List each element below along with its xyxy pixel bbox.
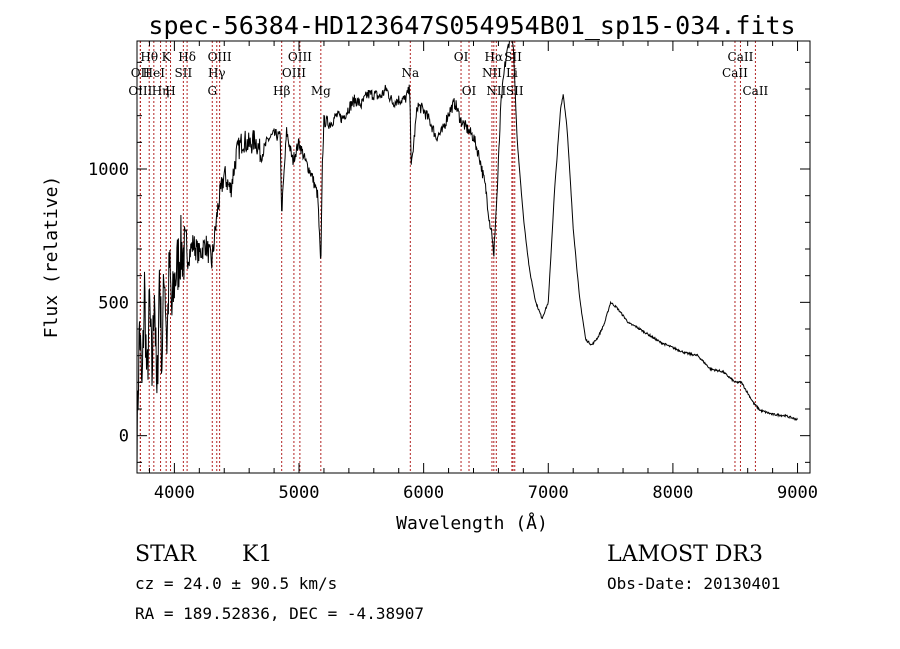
line-label-21: NII <box>482 66 502 80</box>
line-label-20: SII <box>504 50 522 64</box>
line-label-25: CaII <box>728 50 754 64</box>
x-tick-label-1: 5000 <box>279 483 320 503</box>
line-label-19: Hα <box>485 50 504 64</box>
line-label-3: HeI <box>143 66 166 80</box>
line-label-17: OI <box>454 50 469 64</box>
line-label-4: K <box>162 50 172 64</box>
ra-dec: RA = 189.52836, DEC = -4.38907 <box>135 604 424 623</box>
y-axis-label: Flux (relative) <box>41 176 62 339</box>
line-label-14: OIII <box>282 66 306 80</box>
x-tick-label-3: 7000 <box>528 483 569 503</box>
line-label-2: OIII <box>128 84 152 98</box>
line-label-26: CaII <box>722 66 748 80</box>
spectral-line-markers <box>139 41 756 473</box>
line-label-18: OI <box>462 84 477 98</box>
spectrum-line <box>136 40 798 474</box>
line-label-1: Hθ <box>140 50 158 64</box>
x-tick-label-4: 8000 <box>652 483 693 503</box>
x-axis-ticks: 4000 5000 6000 7000 8000 9000 <box>148 41 818 503</box>
line-label-13: OIII <box>288 50 312 64</box>
line-label-10: Hγ <box>208 66 226 80</box>
line-label-23: NII <box>486 84 506 98</box>
observation-date: Obs-Date: 20130401 <box>607 574 780 593</box>
line-label-5: Hη <box>152 84 170 98</box>
x-axis-label: Wavelength (Å) <box>396 512 548 534</box>
redshift-cz: cz = 24.0 ± 90.5 km/s <box>135 574 337 593</box>
x-tick-label-5: 9000 <box>777 483 818 503</box>
chart-title: spec-56384-HD123647S054954B01_sp15-034.f… <box>148 11 795 40</box>
line-label-6: SII <box>175 66 193 80</box>
x-tick-label-2: 6000 <box>403 483 444 503</box>
plot-frame <box>136 40 811 474</box>
line-label-12: Hβ <box>273 84 290 98</box>
survey-name: LAMOST DR3 <box>607 542 763 567</box>
x-tick-label-0: 4000 <box>154 483 195 503</box>
line-label-9: OIII <box>208 50 232 64</box>
line-label-11: G <box>207 84 217 98</box>
y-tick-label-1: 500 <box>98 293 129 313</box>
line-label-0: OII <box>131 66 151 80</box>
y-tick-label-0: 0 <box>119 427 129 447</box>
line-label-15: Mg <box>311 84 331 98</box>
line-label-8: Hδ <box>178 50 196 64</box>
object-subclass: K1 <box>242 542 272 567</box>
object-class: STAR <box>135 542 197 567</box>
y-axis-ticks: 0 500 1000 <box>88 61 810 463</box>
line-label-27: CaII <box>742 84 768 98</box>
line-label-16: Na <box>401 66 419 80</box>
y-tick-label-2: 1000 <box>88 160 129 180</box>
line-label-22: Li <box>506 66 518 80</box>
line-label-7: H <box>165 84 175 98</box>
